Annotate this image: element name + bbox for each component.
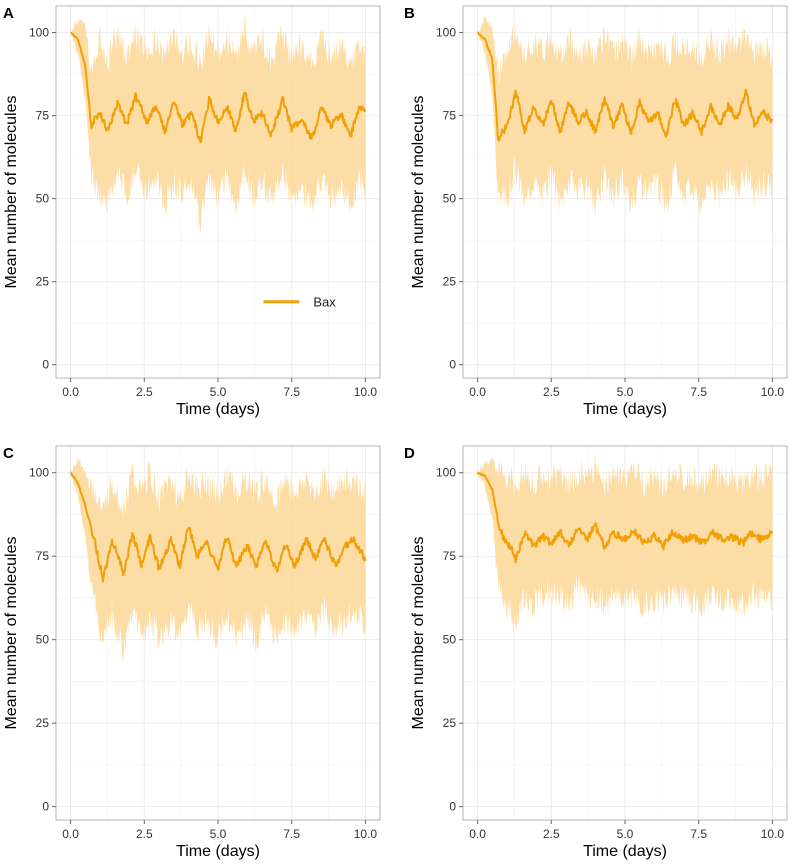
y-tick-label: 100 — [29, 26, 49, 40]
x-tick-label: 5.0 — [210, 385, 227, 399]
y-axis-title: Mean number of molecules — [3, 96, 20, 289]
y-tick-label: 0 — [449, 800, 456, 814]
panel-c: 0 25 50 75 100 0.0 2.5 5.0 7.5 10.0 Time (days) Mea… — [3, 445, 381, 860]
y-axis-title: Mean number of molecules — [410, 96, 427, 289]
y-tick-label: 25 — [443, 716, 457, 730]
x-tick-label: 0.0 — [62, 827, 79, 841]
y-tick-label: 75 — [36, 109, 50, 123]
x-tick-label: 7.5 — [283, 385, 300, 399]
x-tick-label: 2.5 — [543, 385, 560, 399]
y-tick-label: 100 — [29, 466, 49, 480]
x-tick-label: 7.5 — [690, 827, 707, 841]
panel-d: 0 25 50 75 100 0.0 2.5 5.0 7.5 10.0 Time (days) Mea… — [404, 445, 788, 860]
x-tick-label: 0.0 — [62, 385, 79, 399]
x-tick-label: 0.0 — [469, 827, 486, 841]
x-axis-title: Time (days) — [583, 843, 667, 860]
y-tick-label: 50 — [443, 192, 457, 206]
x-tick-label: 5.0 — [210, 827, 227, 841]
panel-label: A — [3, 5, 14, 22]
y-tick-label: 0 — [42, 358, 49, 372]
y-tick-label: 75 — [443, 109, 457, 123]
x-tick-label: 10.0 — [354, 385, 378, 399]
x-tick-label: 7.5 — [283, 827, 300, 841]
x-tick-label: 7.5 — [690, 385, 707, 399]
y-tick-label: 0 — [42, 800, 49, 814]
x-tick-label: 2.5 — [543, 827, 560, 841]
series-line-bax — [70, 32, 367, 144]
legend: Bax — [263, 295, 336, 310]
x-axis-title: Time (days) — [583, 401, 667, 418]
x-tick-label: 5.0 — [617, 827, 634, 841]
x-tick-label: 2.5 — [136, 385, 153, 399]
series-line-bax — [476, 471, 774, 564]
x-tick-label: 5.0 — [617, 385, 634, 399]
x-tick-label: 2.5 — [136, 827, 153, 841]
panel-a: 0 25 50 75 100 0.0 2.5 5.0 7.5 10.0 Time (days) Mea… — [3, 5, 381, 418]
series-band-bax — [477, 452, 773, 639]
series-line-bax — [70, 471, 367, 583]
y-tick-label: 25 — [443, 275, 457, 289]
series-band-bax — [70, 458, 366, 662]
panel-b: 0 25 50 75 100 0.0 2.5 5.0 7.5 10.0 Time (days) Mea… — [404, 5, 788, 418]
panel-label: B — [404, 5, 415, 22]
x-axis-title: Time (days) — [176, 843, 260, 860]
y-tick-label: 50 — [443, 633, 457, 647]
x-tick-label: 10.0 — [761, 827, 785, 841]
x-axis-title: Time (days) — [176, 401, 260, 418]
y-tick-label: 50 — [36, 633, 50, 647]
x-tick-label: 10.0 — [354, 827, 378, 841]
y-tick-label: 100 — [436, 466, 456, 480]
y-tick-label: 25 — [36, 275, 50, 289]
x-tick-label: 0.0 — [469, 385, 486, 399]
y-tick-label: 100 — [436, 26, 456, 40]
y-tick-label: 25 — [36, 716, 50, 730]
panel-label: D — [404, 445, 415, 462]
y-tick-label: 0 — [449, 358, 456, 372]
y-tick-label: 75 — [443, 549, 457, 563]
y-axis-title: Mean number of molecules — [410, 537, 427, 730]
y-tick-label: 75 — [36, 549, 50, 563]
panel-label: C — [3, 445, 14, 462]
series-line-bax — [477, 31, 774, 142]
legend-label-bax: Bax — [313, 295, 336, 310]
y-tick-label: 50 — [36, 192, 50, 206]
x-tick-label: 10.0 — [761, 385, 785, 399]
y-axis-title: Mean number of molecules — [3, 537, 20, 730]
